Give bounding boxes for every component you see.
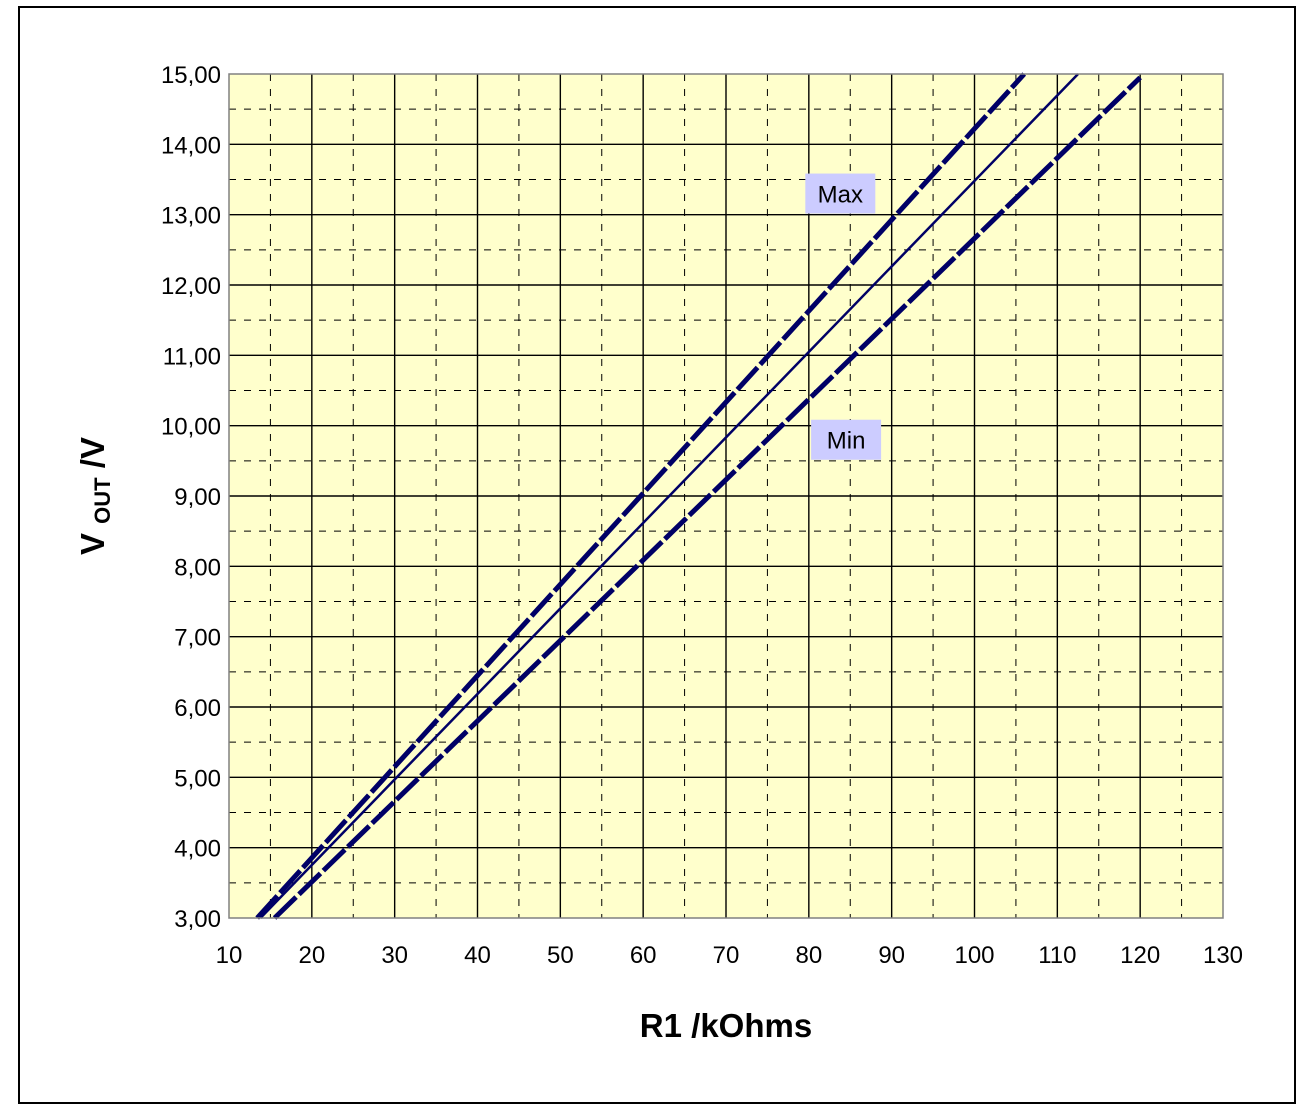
series-line-1: [259, 73, 1079, 919]
y-tick-label: 5,00: [174, 765, 221, 792]
x-tick-label: 20: [298, 942, 325, 969]
y-tick-label: 4,00: [174, 836, 221, 863]
series-group: [255, 72, 1142, 920]
y-tick-label: 15,00: [161, 62, 221, 89]
y-tick-label: 6,00: [174, 695, 221, 722]
x-tick-label: 30: [381, 942, 408, 969]
major-grid: [229, 74, 1223, 918]
series-line-3: [272, 75, 1142, 920]
annotation-box-min: [811, 419, 882, 460]
y-tick-labels: 3,00 4,00 5,00 6,00 7,00 8,00 9,00 10,00 11,00 12…: [161, 62, 221, 933]
x-tick-label: 10: [216, 942, 243, 969]
x-axis-title: R1 /kOhms: [640, 1007, 812, 1044]
annotation-label-max: Max: [818, 182, 863, 209]
annotation-box-max: [805, 173, 876, 214]
plot-border: [228, 73, 1224, 919]
x-tick-label: 40: [464, 942, 491, 969]
annotation-label-min: Min: [827, 428, 866, 455]
x-tick-label: 130: [1203, 942, 1243, 969]
y-tick-label: 11,00: [163, 343, 221, 370]
y-tick-label: 8,00: [174, 554, 221, 581]
x-tick-label: 70: [713, 942, 740, 969]
x-tick-label: 50: [547, 942, 574, 969]
annotations: Max Min: [805, 173, 882, 460]
x-tick-label: 100: [954, 942, 994, 969]
y-tick-label: 7,00: [174, 625, 221, 652]
y-axis-title-main: V: [74, 533, 111, 555]
x-tick-label: 80: [795, 942, 822, 969]
y-tick-label: 9,00: [174, 484, 221, 511]
x-tick-label: 110: [1038, 942, 1076, 969]
x-tick-labels: 10 20 30 40 50 60 70 80 90 100 110 120 130: [216, 942, 1243, 969]
x-tick-label: 90: [878, 942, 905, 969]
y-tick-label: 12,00: [161, 273, 221, 300]
y-tick-label: 3,00: [174, 906, 221, 933]
y-axis-title-unit: /V: [74, 437, 111, 468]
x-tick-label: 120: [1120, 942, 1160, 969]
series-line-2: [255, 72, 1027, 920]
y-tick-label: 14,00: [161, 132, 221, 159]
y-tick-label: 13,00: [161, 203, 221, 230]
y-tick-label: 10,00: [161, 414, 221, 441]
y-axis-title: V OUT /V: [74, 437, 117, 555]
y-axis-title-subscript: OUT: [90, 477, 115, 524]
x-tick-label: 60: [630, 942, 657, 969]
